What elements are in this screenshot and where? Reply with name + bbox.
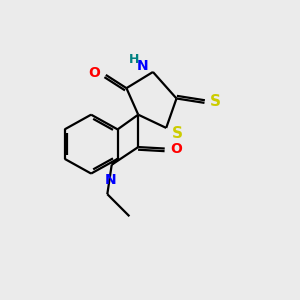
- Text: S: S: [172, 126, 182, 141]
- Text: S: S: [210, 94, 221, 109]
- Text: O: O: [170, 142, 182, 155]
- Text: N: N: [137, 59, 148, 73]
- Text: H: H: [129, 53, 140, 66]
- Text: N: N: [104, 173, 116, 187]
- Text: O: O: [89, 66, 100, 80]
